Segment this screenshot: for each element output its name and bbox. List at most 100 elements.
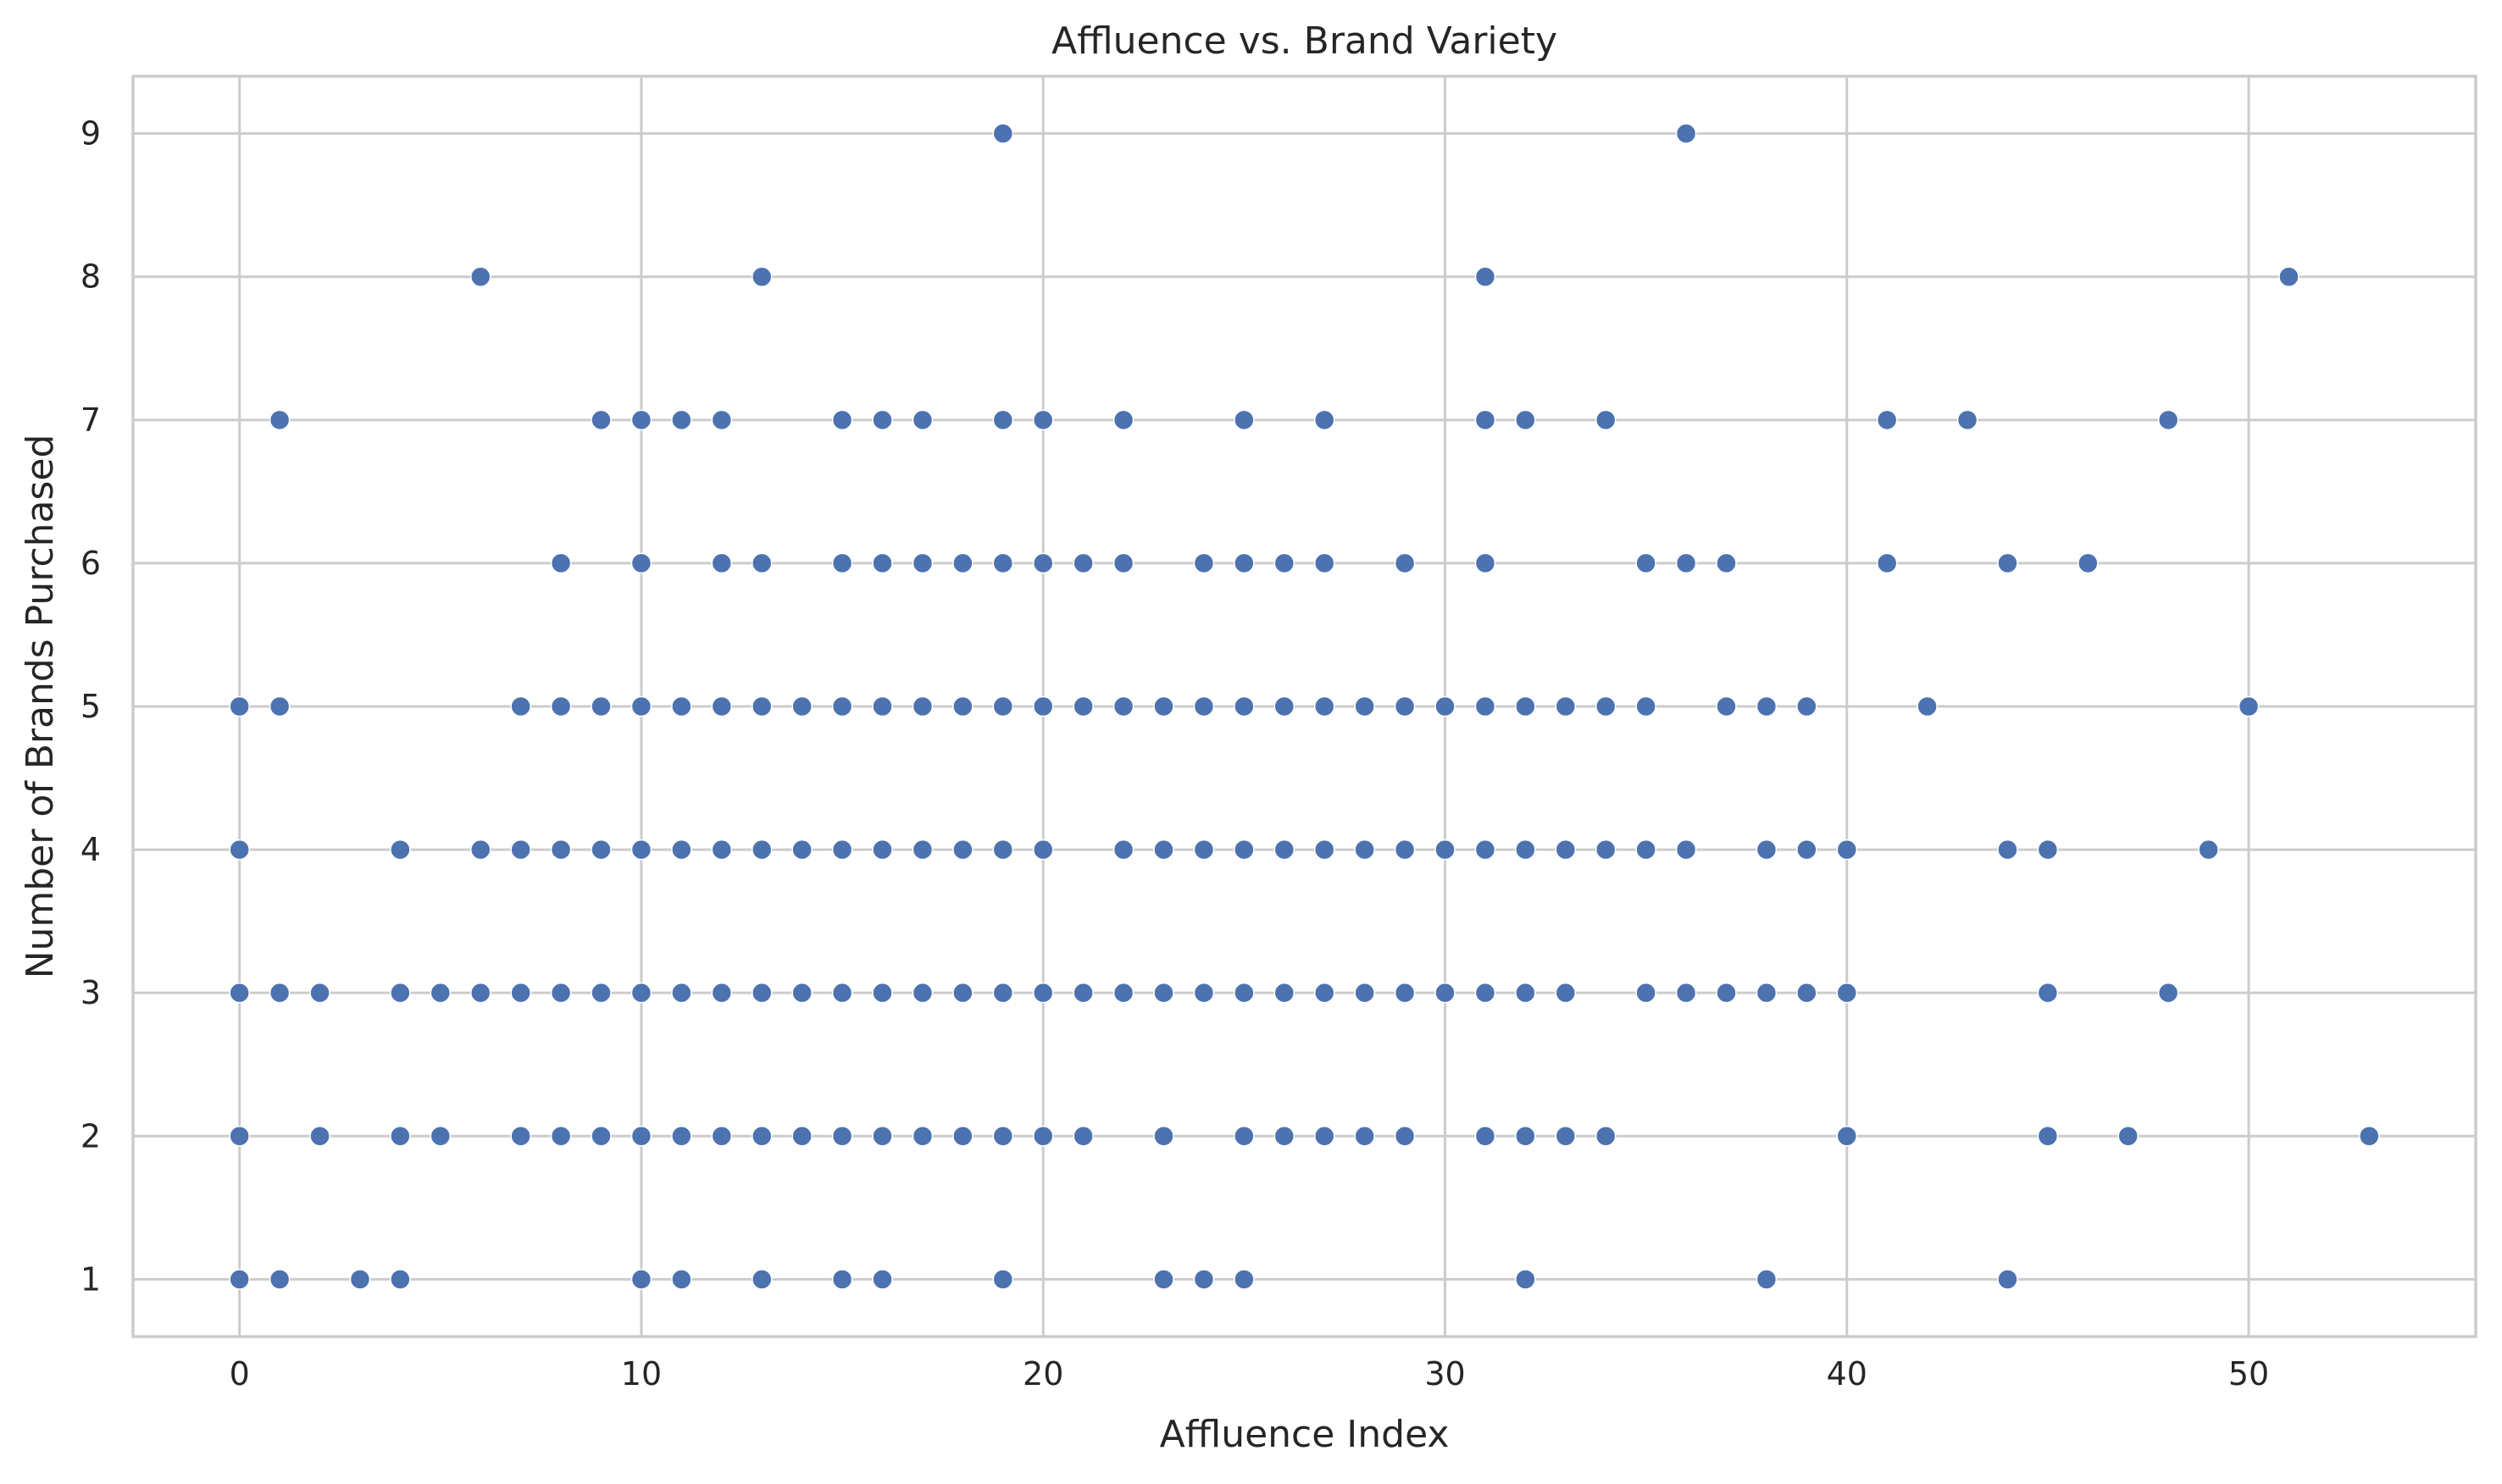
data-point [1836, 839, 1858, 861]
data-point [1474, 1126, 1496, 1147]
data-point [1193, 1269, 1215, 1290]
data-point [1796, 839, 1817, 861]
data-point [751, 552, 773, 574]
data-point [630, 839, 652, 861]
chart-title: Affluence vs. Brand Variety [1051, 19, 1557, 63]
data-point [469, 266, 491, 287]
data-point [1273, 552, 1295, 574]
y-tick-label: 3 [80, 974, 101, 1011]
data-point [2117, 1126, 2139, 1147]
data-point [872, 982, 893, 1004]
data-point [711, 552, 733, 574]
data-point [1112, 695, 1134, 717]
data-point [1876, 552, 1898, 574]
data-point [630, 982, 652, 1004]
data-point [550, 839, 572, 861]
data-point [1193, 552, 1215, 574]
data-point [1153, 839, 1174, 861]
data-point [390, 1269, 411, 1290]
data-point [1112, 839, 1134, 861]
data-point [591, 982, 612, 1004]
data-point [1073, 552, 1094, 574]
data-point [390, 982, 411, 1004]
x-tick-labels: 0 10 20 30 40 50 [230, 1355, 2270, 1393]
data-point [1193, 839, 1215, 861]
data-point [992, 1126, 1014, 1147]
data-point [229, 1126, 250, 1147]
data-point [872, 1126, 893, 1147]
data-point [912, 839, 934, 861]
data-point [2037, 1126, 2059, 1147]
y-axis-title: Number of Brands Purchased [19, 435, 62, 979]
data-point [1635, 982, 1656, 1004]
data-point [591, 1126, 612, 1147]
data-point [2157, 409, 2179, 431]
data-point [2037, 839, 2059, 861]
data-point [630, 1269, 652, 1290]
data-point [952, 552, 974, 574]
data-point [751, 982, 773, 1004]
data-point [1474, 839, 1496, 861]
data-point [831, 695, 853, 717]
data-point [510, 982, 531, 1004]
data-point [430, 1126, 452, 1147]
data-point [671, 982, 692, 1004]
x-tick-label: 50 [2228, 1355, 2269, 1393]
y-tick-label: 7 [80, 401, 101, 439]
data-point [2238, 695, 2260, 717]
data-point [469, 839, 491, 861]
data-point [1273, 839, 1295, 861]
data-point [1234, 839, 1255, 861]
data-point [2157, 982, 2179, 1004]
y-tick-label: 6 [80, 545, 101, 582]
data-point [1515, 839, 1536, 861]
data-point [1193, 982, 1215, 1004]
data-point [1313, 1126, 1335, 1147]
data-point [1675, 123, 1697, 144]
data-point [1234, 982, 1255, 1004]
data-point [992, 982, 1014, 1004]
data-point [952, 1126, 974, 1147]
data-point [1234, 409, 1255, 431]
data-point [1032, 839, 1054, 861]
data-point [1515, 1126, 1536, 1147]
data-point [390, 1126, 411, 1147]
data-point [1836, 982, 1858, 1004]
data-point [1836, 1126, 1858, 1147]
data-point [711, 982, 733, 1004]
data-point [1153, 982, 1174, 1004]
data-point [671, 839, 692, 861]
data-point [550, 695, 572, 717]
data-point [1595, 695, 1617, 717]
data-point [1112, 409, 1134, 431]
data-point [1273, 695, 1295, 717]
data-point [1917, 695, 1938, 717]
data-point [1997, 552, 2018, 574]
data-point [1153, 695, 1174, 717]
data-point [872, 839, 893, 861]
data-point [751, 266, 773, 287]
data-point [1032, 982, 1054, 1004]
data-point [872, 409, 893, 431]
data-point [751, 1269, 773, 1290]
data-point [751, 1126, 773, 1147]
data-point [2198, 839, 2219, 861]
data-point [1675, 982, 1697, 1004]
data-point [1313, 552, 1335, 574]
data-point [831, 409, 853, 431]
data-point [1354, 695, 1375, 717]
data-point [349, 1269, 371, 1290]
data-point [1716, 695, 1737, 717]
data-point [1796, 982, 1817, 1004]
data-point [1635, 695, 1656, 717]
data-point [1997, 839, 2018, 861]
data-point [791, 695, 813, 717]
data-point [751, 695, 773, 717]
data-point [550, 552, 572, 574]
data-point [831, 839, 853, 861]
data-point [229, 982, 250, 1004]
data-point [591, 409, 612, 431]
data-point [711, 839, 733, 861]
data-point [430, 982, 452, 1004]
data-point [229, 1269, 250, 1290]
